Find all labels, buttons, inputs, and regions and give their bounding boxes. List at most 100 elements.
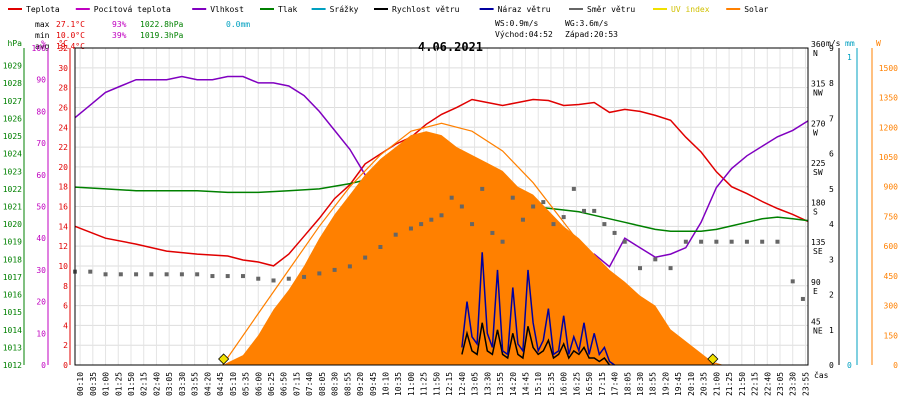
series-line-6 <box>461 252 616 366</box>
sunrise-marker <box>218 353 230 365</box>
x-tick-label-8: 03:30 <box>178 372 187 396</box>
stat-avg-label: avg <box>35 42 50 51</box>
wind-dir-point-20 <box>378 245 383 250</box>
wind-dir-point-6 <box>164 272 169 277</box>
stats-block: max 27.1°C 93% 1022.8hPa 0.0mm min 10.0°… <box>35 19 618 51</box>
wind-dir-point-39 <box>582 208 587 213</box>
ms-axis-tick-4: 4 <box>829 220 834 229</box>
ms-axis-tick-5: 5 <box>829 185 834 194</box>
temp-axis-tick-12: 24 <box>58 123 68 132</box>
pct-axis-tick-8: 80 <box>36 107 46 116</box>
w-axis-tick-1: 150 <box>884 331 899 340</box>
temp-axis-tick-3: 6 <box>63 302 68 311</box>
series-line-0 <box>74 98 809 267</box>
ms-axis-tick-1: 1 <box>829 326 834 335</box>
stat-sunrise: Východ:04:52 <box>495 30 553 39</box>
pct-axis-tick-10: 100 <box>32 44 47 53</box>
wind-dir-point-7 <box>179 272 184 277</box>
x-tick-label-5: 02:15 <box>140 372 149 396</box>
temp-axis-tick-0: 0 <box>63 361 68 370</box>
wind-dir-point-2 <box>103 272 108 277</box>
stat-max-label: max <box>35 20 50 29</box>
dir-tick-value-7: 360 <box>811 40 826 49</box>
hpa-axis-tick-8: 1020 <box>3 220 22 229</box>
x-tick-label-52: 21:50 <box>738 372 747 396</box>
axes: 00:10 00:35 01:00 01:25 01:50 02:15 02:40 03:05… <box>3 39 898 396</box>
dir-tick-compass-3: S <box>813 208 818 217</box>
wind-dir-point-9 <box>210 274 215 279</box>
wind-dir-point-19 <box>363 255 368 260</box>
x-tick-label-43: 18:05 <box>623 372 632 396</box>
legend-label-1: Pocitová teplota <box>94 5 171 14</box>
legend-label-4: Srážky <box>330 5 359 14</box>
wind-dir-point-41 <box>602 222 607 227</box>
stat-ws: WS:0.9m/s <box>495 19 539 28</box>
w-axis-tick-6: 900 <box>884 183 899 192</box>
wind-dir-point-27 <box>459 204 464 209</box>
dir-tick-value-1: 90 <box>811 278 821 287</box>
stat-min-hum: 39% <box>112 31 127 40</box>
hpa-axis-tick-0: 1012 <box>3 361 22 370</box>
pct-axis-tick-3: 30 <box>36 266 46 275</box>
w-axis-tick-10: 1500 <box>879 64 898 73</box>
x-tick-label-41: 17:15 <box>598 372 607 396</box>
hpa-axis-tick-5: 1017 <box>3 273 22 282</box>
stat-min-press: 1019.3hPa <box>140 31 184 40</box>
dir-tick-compass-7: N <box>813 49 818 58</box>
temp-axis-tick-9: 18 <box>58 183 68 192</box>
x-tick-label-31: 13:05 <box>471 372 480 396</box>
wind-dir-point-21 <box>393 232 398 237</box>
wind-dir-point-32 <box>510 195 515 200</box>
ms-axis-tick-6: 6 <box>829 150 834 159</box>
x-tick-label-27: 11:25 <box>420 372 429 396</box>
wind-dir-point-26 <box>449 195 454 200</box>
stat-min-temp: 10.0°C <box>56 31 85 40</box>
x-tick-label-16: 06:50 <box>280 372 289 396</box>
dir-tick-compass-4: SW <box>813 168 823 177</box>
wind-dir-point-14 <box>286 276 291 281</box>
w-axis-unit: W <box>876 39 881 48</box>
wind-dir-point-35 <box>541 200 546 205</box>
dir-tick-compass-5: W <box>813 128 818 137</box>
hpa-axis-tick-4: 1016 <box>3 291 22 300</box>
x-tick-label-51: 21:25 <box>725 372 734 396</box>
x-tick-label-37: 15:35 <box>547 372 556 396</box>
w-axis-tick-4: 600 <box>884 242 899 251</box>
legend-label-8: UV index <box>671 5 710 14</box>
sunset-marker <box>707 353 719 365</box>
dir-tick-compass-0: NE <box>813 326 823 335</box>
wind-dir-point-28 <box>470 222 475 227</box>
temp-axis-tick-10: 20 <box>58 163 68 172</box>
x-tick-label-42: 17:40 <box>611 372 620 396</box>
mm-axis-tick-1: 1 <box>847 53 852 62</box>
wind-dir-point-46 <box>668 266 673 271</box>
hpa-axis-tick-7: 1019 <box>3 238 22 247</box>
ms-axis-tick-9: 9 <box>829 44 834 53</box>
stat-sunset: Západ:20:53 <box>565 30 618 39</box>
wind-dir-point-37 <box>561 215 566 220</box>
mm-axis-unit: mm <box>845 39 855 48</box>
mm-axis-tick-0: 0 <box>847 361 852 370</box>
wind-dir-point-50 <box>729 239 734 244</box>
wind-dir-point-23 <box>419 222 424 227</box>
x-tick-label-50: 21:00 <box>712 372 721 396</box>
legend-label-0: Teplota <box>26 5 60 14</box>
ms-axis-tick-3: 3 <box>829 255 834 264</box>
x-tick-label-3: 01:25 <box>114 372 123 396</box>
wind-dir-point-51 <box>744 239 749 244</box>
wind-dir-point-48 <box>699 239 704 244</box>
x-tick-label-7: 03:05 <box>165 372 174 396</box>
x-tick-label-14: 06:00 <box>254 372 263 396</box>
x-tick-label-26: 11:00 <box>407 372 416 396</box>
x-tick-label-20: 08:30 <box>331 372 340 396</box>
legend-label-6: Náraz větru <box>498 5 551 14</box>
temp-axis-tick-15: 30 <box>58 64 68 73</box>
ms-axis-tick-0: 0 <box>829 361 834 370</box>
x-tick-label-34: 14:20 <box>509 372 518 396</box>
legend-label-3: Tlak <box>278 5 297 14</box>
wind-dir-point-38 <box>571 186 576 191</box>
pct-axis-tick-0: 0 <box>41 361 46 370</box>
hpa-axis-tick-10: 1022 <box>3 185 22 194</box>
wind-dir-point-24 <box>429 217 434 222</box>
